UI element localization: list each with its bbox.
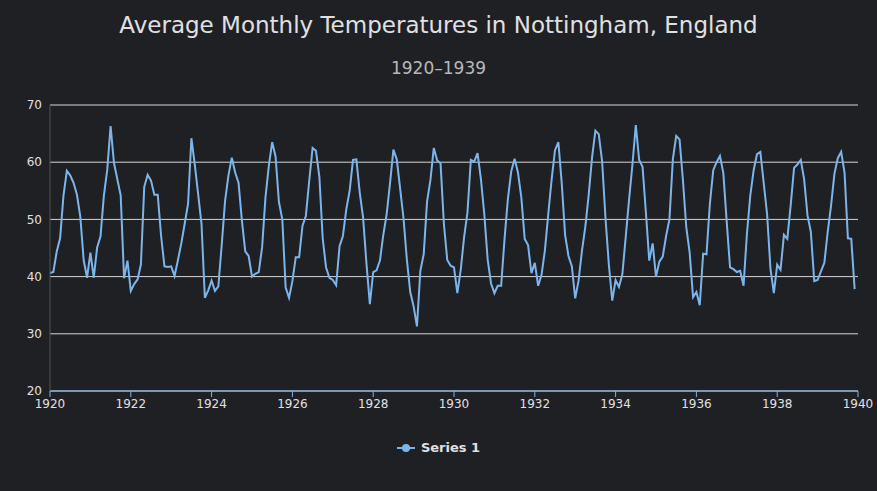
svg-text:1924: 1924: [196, 397, 227, 411]
html-text:1920–1939: 1920–1939: [391, 58, 486, 78]
svg-text:20: 20: [27, 384, 42, 398]
html-text:Series 1: Series 1: [420, 440, 481, 455]
svg-text:30: 30: [27, 327, 42, 341]
svg-text:1926: 1926: [277, 397, 308, 411]
svg-text:1940: 1940: [843, 397, 869, 411]
svg-text:1938: 1938: [762, 397, 793, 411]
svg-text:1932: 1932: [520, 397, 551, 411]
svg-text:1930: 1930: [439, 397, 470, 411]
svg-text:70: 70: [27, 98, 42, 112]
svg-text:1934: 1934: [600, 397, 631, 411]
svg-text:1922: 1922: [116, 397, 147, 411]
svg-text:1936: 1936: [681, 397, 712, 411]
html-text:Average Monthly Temperatures i: Average Monthly Temperatures in Nottingh…: [119, 12, 758, 38]
svg-text:1920: 1920: [35, 397, 66, 411]
svg-text:50: 50: [27, 213, 42, 227]
svg-text:1928: 1928: [358, 397, 389, 411]
svg-text:40: 40: [27, 270, 42, 284]
svg-text:60: 60: [27, 155, 42, 169]
